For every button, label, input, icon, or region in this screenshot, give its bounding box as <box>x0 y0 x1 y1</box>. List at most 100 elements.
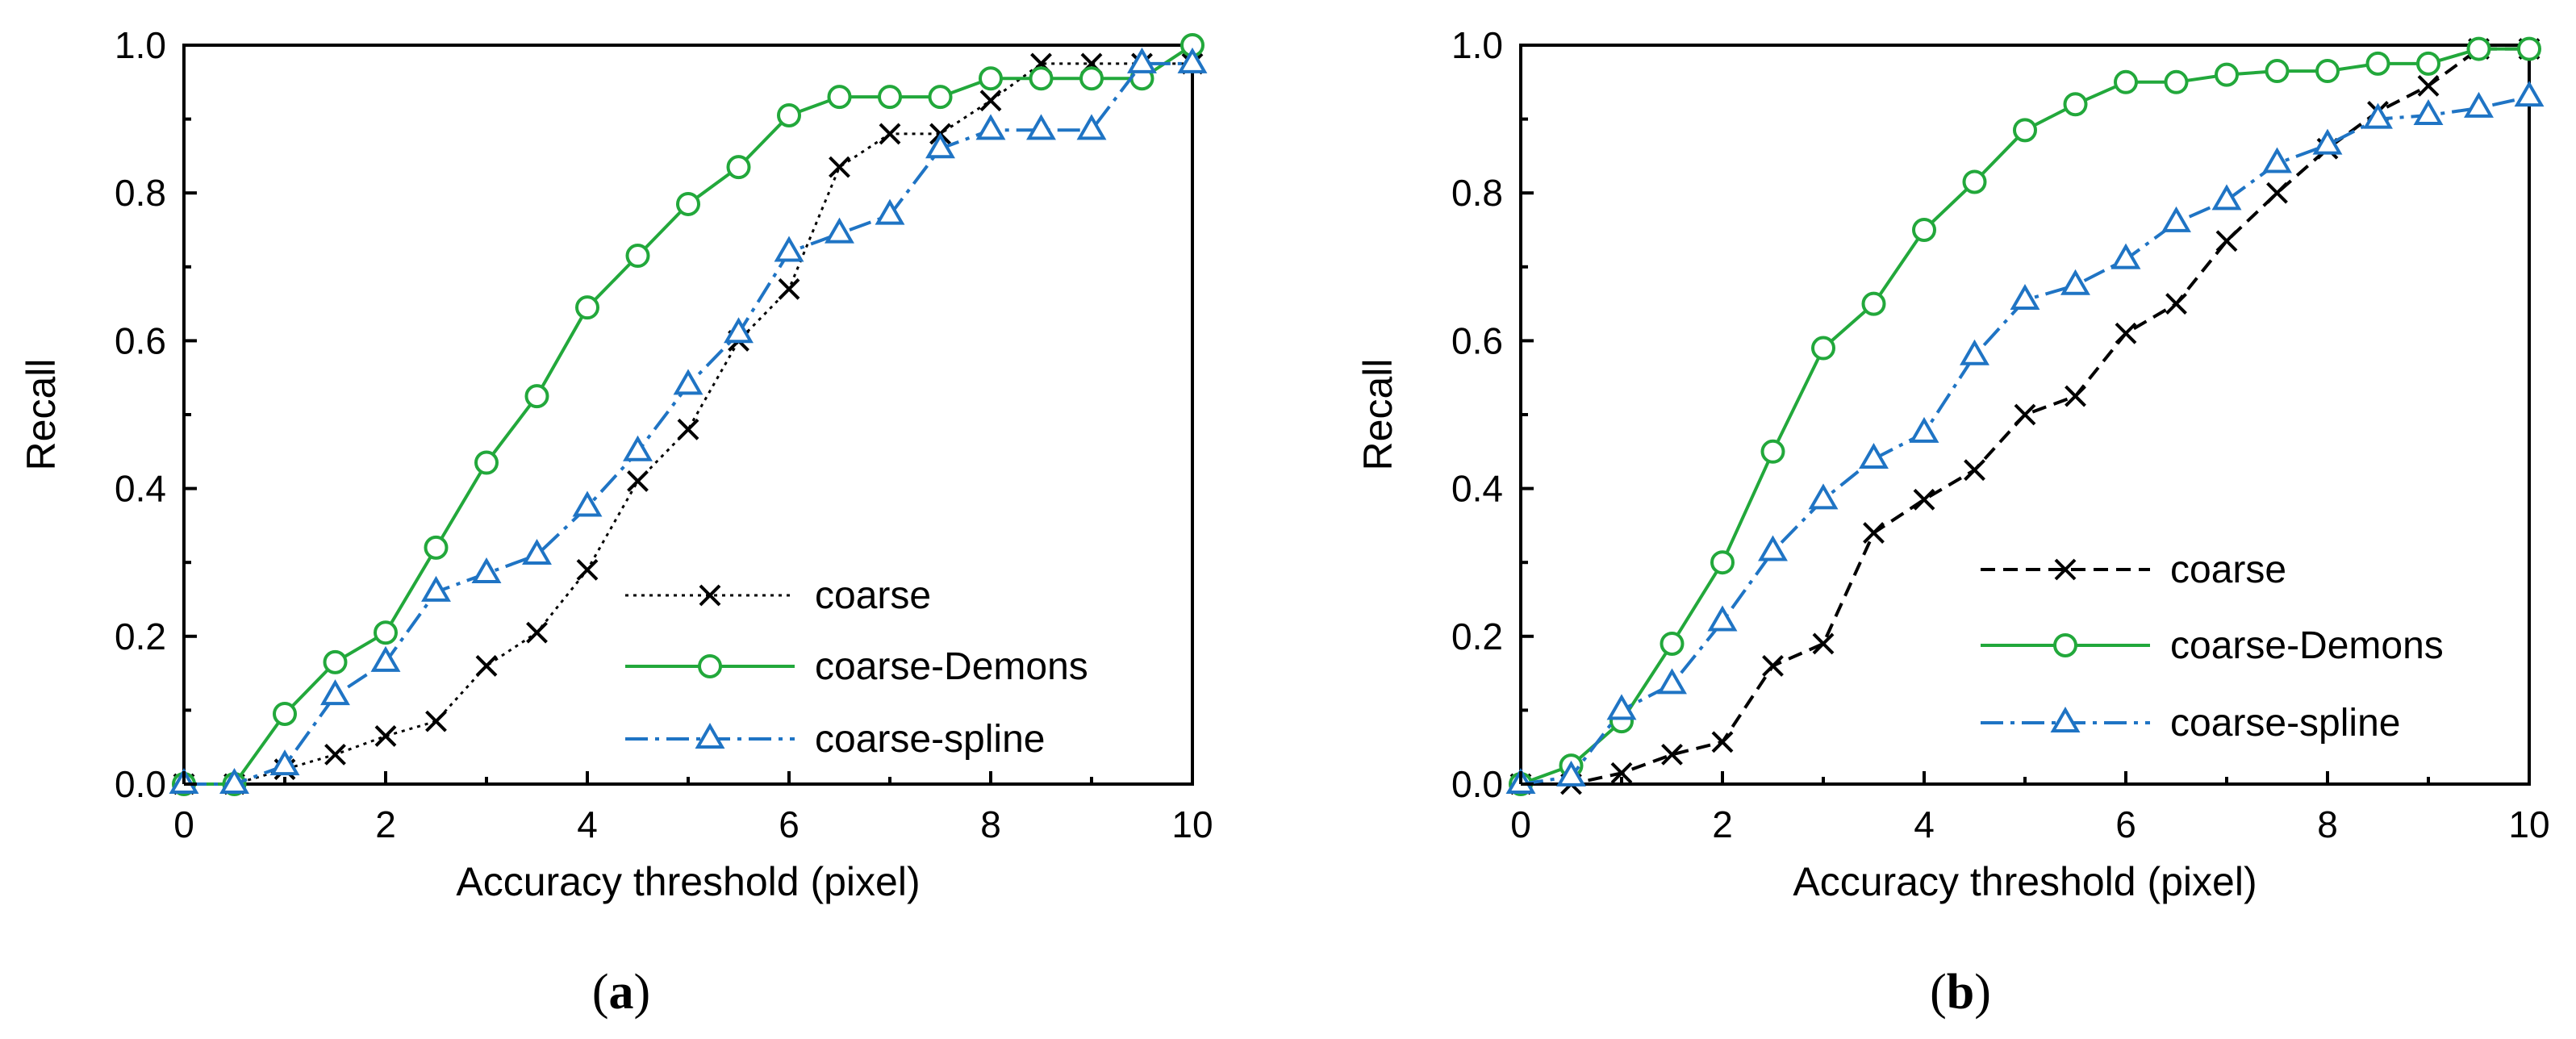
data-point-coarse-spline <box>1808 483 1839 510</box>
x-tick-label: 8 <box>980 803 1001 845</box>
data-point-coarse-spline <box>2312 128 2343 155</box>
data-point-coarse <box>1913 488 1935 511</box>
series-line-coarse <box>184 62 1192 786</box>
data-point-coarse-spline <box>1556 760 1586 787</box>
data-point-coarse-demons <box>323 649 348 674</box>
data-point-coarse-spline <box>1657 668 1687 695</box>
x-tick-label: 6 <box>779 803 800 845</box>
data-point-coarse-spline <box>1960 339 1989 365</box>
data-point-coarse-spline <box>522 539 552 565</box>
legend-label: coarse <box>815 574 931 617</box>
data-point-coarse-demons <box>2063 92 2088 117</box>
data-point-coarse <box>627 470 649 492</box>
data-point-coarse-demons <box>2013 118 2037 143</box>
legend-entry-coarse: coarse <box>1981 549 2286 591</box>
data-point-coarse-demons <box>1710 550 1735 575</box>
data-point-coarse-spline <box>1758 535 1788 561</box>
data-point-coarse <box>2215 230 2238 252</box>
y-tick-label: 0.0 <box>1451 763 1503 805</box>
legend-triangle-marker <box>2050 706 2081 732</box>
data-point-coarse <box>2065 385 2086 407</box>
y-tick-label: 1.0 <box>115 24 166 66</box>
legend-entry-coarse: coarse <box>625 574 931 617</box>
y-tick-label: 0.4 <box>115 468 166 510</box>
legend-triangle-marker <box>695 722 725 749</box>
data-point-coarse <box>526 621 548 644</box>
series-marks <box>1505 36 2545 796</box>
x-tick-label: 0 <box>1510 803 1531 845</box>
series-marks <box>169 33 1208 796</box>
x-tick-label: 10 <box>2508 803 2549 845</box>
data-point-coarse-demons <box>524 384 549 409</box>
y-tick-label: 0.8 <box>115 172 166 214</box>
x-tick-label: 4 <box>1914 803 1935 845</box>
data-point-coarse <box>2266 182 2288 204</box>
data-point-coarse-spline <box>1177 47 1208 73</box>
data-point-coarse <box>475 655 498 677</box>
data-point-coarse <box>778 277 800 300</box>
legend: coarse coarse-Demons coarse-spline <box>625 574 1088 761</box>
data-point-coarse-spline <box>2110 243 2141 269</box>
data-point-coarse-spline <box>2010 284 2040 311</box>
data-point-coarse-demons <box>424 535 449 560</box>
y-axis-title: Recall <box>1355 359 1401 471</box>
y-tick-label: 0.6 <box>1451 319 1503 361</box>
data-point-coarse <box>677 418 699 440</box>
data-point-coarse <box>1964 459 1985 482</box>
legend-circle-marker <box>2053 633 2077 657</box>
data-point-coarse <box>879 123 901 145</box>
data-point-coarse-spline <box>2060 269 2090 295</box>
data-point-coarse-demons <box>979 66 1003 91</box>
data-point-coarse-demons <box>2164 69 2189 94</box>
data-point-coarse-demons <box>1912 218 1936 242</box>
legend-label: coarse-Demons <box>815 645 1088 688</box>
panel-label-a: (a) <box>592 965 650 1020</box>
data-point-coarse-demons <box>676 191 700 216</box>
data-point-coarse-spline <box>774 236 804 262</box>
data-point-coarse-demons <box>2466 36 2491 61</box>
data-point-coarse-spline <box>975 114 1006 140</box>
data-point-coarse-demons <box>1079 66 1104 91</box>
y-tick-label: 0.8 <box>1451 172 1503 214</box>
data-point-coarse-spline <box>2262 147 2292 173</box>
data-point-coarse-spline <box>1606 694 1637 720</box>
data-point-coarse-demons <box>625 244 650 269</box>
data-point-coarse-demons <box>2517 36 2541 61</box>
data-point-coarse-spline <box>724 317 754 344</box>
data-point-coarse-demons <box>878 85 902 110</box>
data-point-coarse <box>1661 743 1683 766</box>
data-point-coarse-demons <box>827 85 852 110</box>
data-point-coarse-spline <box>421 575 451 602</box>
data-point-coarse-spline <box>2514 81 2545 107</box>
y-tick-label: 1.0 <box>1451 24 1503 66</box>
data-point-coarse-demons <box>2114 69 2138 94</box>
data-point-coarse <box>1610 762 1633 784</box>
y-tick-label: 0.0 <box>115 763 166 805</box>
x-axis-title: Accuracy threshold (pixel) <box>1793 859 2257 904</box>
legend-label: coarse-Demons <box>2170 624 2444 667</box>
x-tick-label: 2 <box>375 803 396 845</box>
data-point-coarse-demons <box>726 155 751 180</box>
y-axis-title: Recall <box>19 359 64 471</box>
data-point-coarse-demons <box>2265 59 2290 84</box>
data-point-coarse-spline <box>370 645 401 672</box>
legend-x-marker <box>2054 558 2077 581</box>
data-point-coarse-demons <box>2315 59 2340 84</box>
panel-label-b: (b) <box>1930 965 1991 1020</box>
data-point-coarse-spline <box>623 435 653 461</box>
data-point-coarse-spline <box>2161 206 2191 232</box>
chart-panel-a: 0 2 4 6 8 10 0.0 0.2 0.4 0.6 0.8 1.0 Accuracy thres… <box>19 24 1213 1020</box>
data-point-coarse <box>1863 522 1885 544</box>
data-point-coarse-spline <box>572 490 603 517</box>
data-point-coarse-demons <box>928 85 953 110</box>
data-point-coarse-spline <box>1026 114 1056 140</box>
y-tick-label: 0.4 <box>1451 468 1503 510</box>
x-tick-label: 0 <box>173 803 194 845</box>
data-point-coarse-spline <box>1127 47 1157 73</box>
legend-label: coarse <box>2170 549 2286 591</box>
panel-letter: a <box>609 965 634 1020</box>
legend-x-marker <box>699 584 721 607</box>
x-tick-label: 4 <box>577 803 598 845</box>
data-point-coarse-demons <box>777 103 801 128</box>
data-point-coarse-spline <box>825 217 854 244</box>
